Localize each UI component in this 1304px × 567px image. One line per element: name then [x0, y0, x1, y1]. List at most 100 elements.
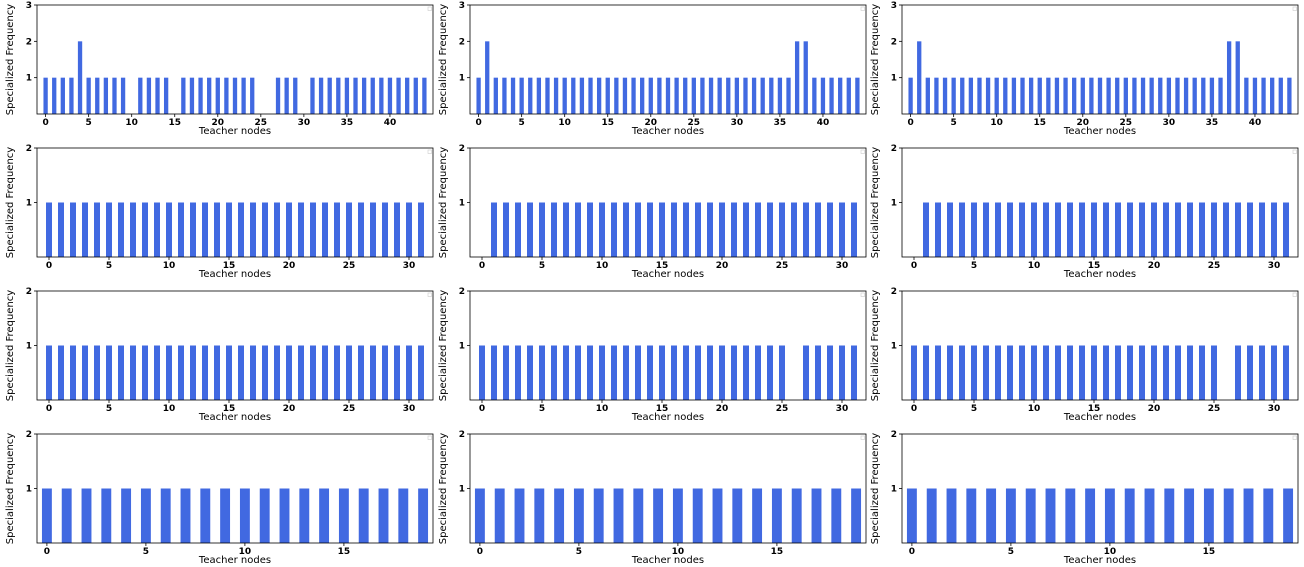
- bar: [1045, 488, 1056, 543]
- y-axis-label: Specialized Frequency: [870, 433, 881, 544]
- x-tick-label: 15: [1033, 118, 1046, 128]
- bar: [527, 345, 533, 400]
- subplot-4: 0 5 10 15 20 25 30 1 2 Teacher nodes Specialized F…: [5, 144, 434, 280]
- y-tick-label: 2: [459, 144, 465, 154]
- x-tick-label: 25: [343, 261, 356, 271]
- bar: [491, 202, 497, 257]
- legend-box: [1292, 149, 1297, 154]
- bar: [760, 77, 765, 114]
- bar: [238, 345, 244, 400]
- bar: [779, 345, 785, 400]
- bar: [1067, 202, 1073, 257]
- bar: [926, 488, 937, 543]
- bar: [811, 488, 822, 543]
- bar: [971, 345, 977, 400]
- bar: [653, 488, 664, 543]
- x-tick-label: 20: [1148, 404, 1161, 414]
- bar: [551, 345, 557, 400]
- y-axis-label: Specialized Frequency: [438, 290, 449, 401]
- bar: [829, 77, 834, 114]
- legend-box: [1292, 6, 1297, 11]
- bar: [1037, 77, 1042, 114]
- bar: [166, 202, 172, 257]
- y-tick-label: 2: [26, 144, 32, 154]
- bar: [1263, 488, 1274, 543]
- bar: [815, 345, 821, 400]
- x-tick-label: 10: [163, 404, 176, 414]
- subplot-9: 0 5 10 15 20 25 30 1 2 Teacher nodes Specialized F…: [870, 287, 1299, 423]
- y-tick-label: 2: [459, 430, 465, 440]
- bar: [657, 77, 662, 114]
- bar: [239, 488, 250, 543]
- x-tick-label: 10: [125, 118, 138, 128]
- bar: [1223, 202, 1229, 257]
- bar: [995, 345, 1001, 400]
- x-axis-label: Teacher nodes: [1063, 555, 1136, 566]
- bar: [190, 202, 196, 257]
- bar: [1031, 202, 1037, 257]
- x-tick-label: 25: [776, 261, 789, 271]
- y-tick-label: 1: [891, 74, 897, 84]
- bar: [318, 77, 324, 114]
- x-tick-label: 40: [817, 118, 830, 128]
- bar: [539, 202, 545, 257]
- subplot-8: 0 5 10 15 20 25 30 1 2 Teacher nodes Specialized F…: [438, 287, 867, 423]
- bar: [1175, 77, 1180, 114]
- x-tick-label: 5: [539, 404, 545, 414]
- bar: [293, 77, 298, 114]
- bar: [154, 202, 160, 257]
- bar: [1163, 202, 1169, 257]
- bar: [46, 345, 52, 400]
- bar: [336, 77, 341, 114]
- bar: [398, 488, 409, 543]
- bar: [786, 77, 791, 114]
- bar: [554, 488, 565, 543]
- subplot-7: 0 5 10 15 20 25 30 1 2 Teacher nodes Specialized F…: [5, 287, 434, 423]
- bar: [310, 345, 316, 400]
- plot-frame: [901, 4, 1299, 115]
- bar: [275, 77, 281, 114]
- bar: [370, 77, 375, 114]
- x-tick-label: 5: [951, 118, 957, 128]
- bar: [103, 77, 109, 114]
- bar: [827, 345, 833, 400]
- bar: [579, 77, 585, 114]
- bar: [1091, 202, 1097, 257]
- bar: [86, 77, 91, 114]
- x-axis-label: Teacher nodes: [1063, 412, 1136, 423]
- bar: [1164, 488, 1175, 543]
- bar: [827, 202, 833, 257]
- bar: [1072, 77, 1077, 114]
- bar: [1184, 488, 1195, 543]
- bar: [947, 345, 953, 400]
- bar: [1020, 77, 1025, 114]
- x-tick-label: 20: [283, 261, 296, 271]
- bar: [394, 202, 400, 257]
- bar: [1085, 488, 1096, 543]
- bar: [112, 77, 117, 114]
- x-tick-label: 40: [1249, 118, 1262, 128]
- bar: [1046, 77, 1051, 114]
- bar: [262, 345, 268, 400]
- bar: [361, 77, 367, 114]
- bar: [1223, 488, 1234, 543]
- x-tick-label: 10: [596, 261, 609, 271]
- x-tick-label: 25: [255, 118, 268, 128]
- legend-box: [427, 292, 432, 297]
- bar: [935, 345, 941, 400]
- bar: [353, 77, 358, 114]
- bar: [707, 345, 713, 400]
- bar: [202, 202, 208, 257]
- bar: [476, 77, 481, 114]
- x-tick-label: 35: [341, 118, 354, 128]
- x-tick-label: 0: [911, 261, 917, 271]
- bar: [322, 345, 328, 400]
- x-tick-label: 25: [1208, 404, 1221, 414]
- bar: [1054, 77, 1060, 114]
- plot-frame: [469, 433, 867, 544]
- bar: [344, 77, 350, 114]
- bar: [1199, 345, 1205, 400]
- y-tick-label: 1: [459, 74, 465, 84]
- y-tick-label: 3: [891, 1, 897, 11]
- bar: [1244, 77, 1249, 114]
